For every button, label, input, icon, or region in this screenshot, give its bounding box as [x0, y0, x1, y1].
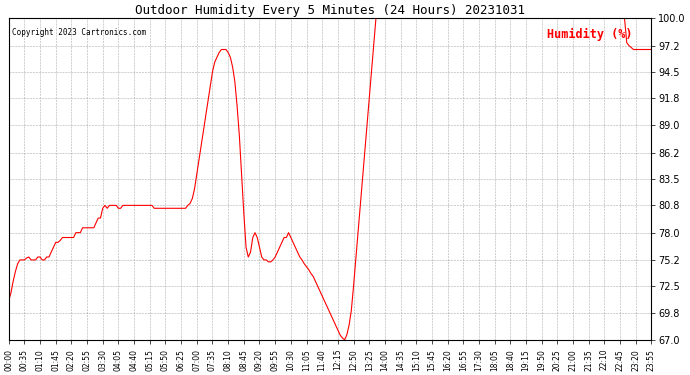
Text: Copyright 2023 Cartronics.com: Copyright 2023 Cartronics.com: [12, 28, 146, 37]
Title: Outdoor Humidity Every 5 Minutes (24 Hours) 20231031: Outdoor Humidity Every 5 Minutes (24 Hou…: [135, 4, 525, 17]
Text: Humidity (%): Humidity (%): [546, 28, 632, 41]
